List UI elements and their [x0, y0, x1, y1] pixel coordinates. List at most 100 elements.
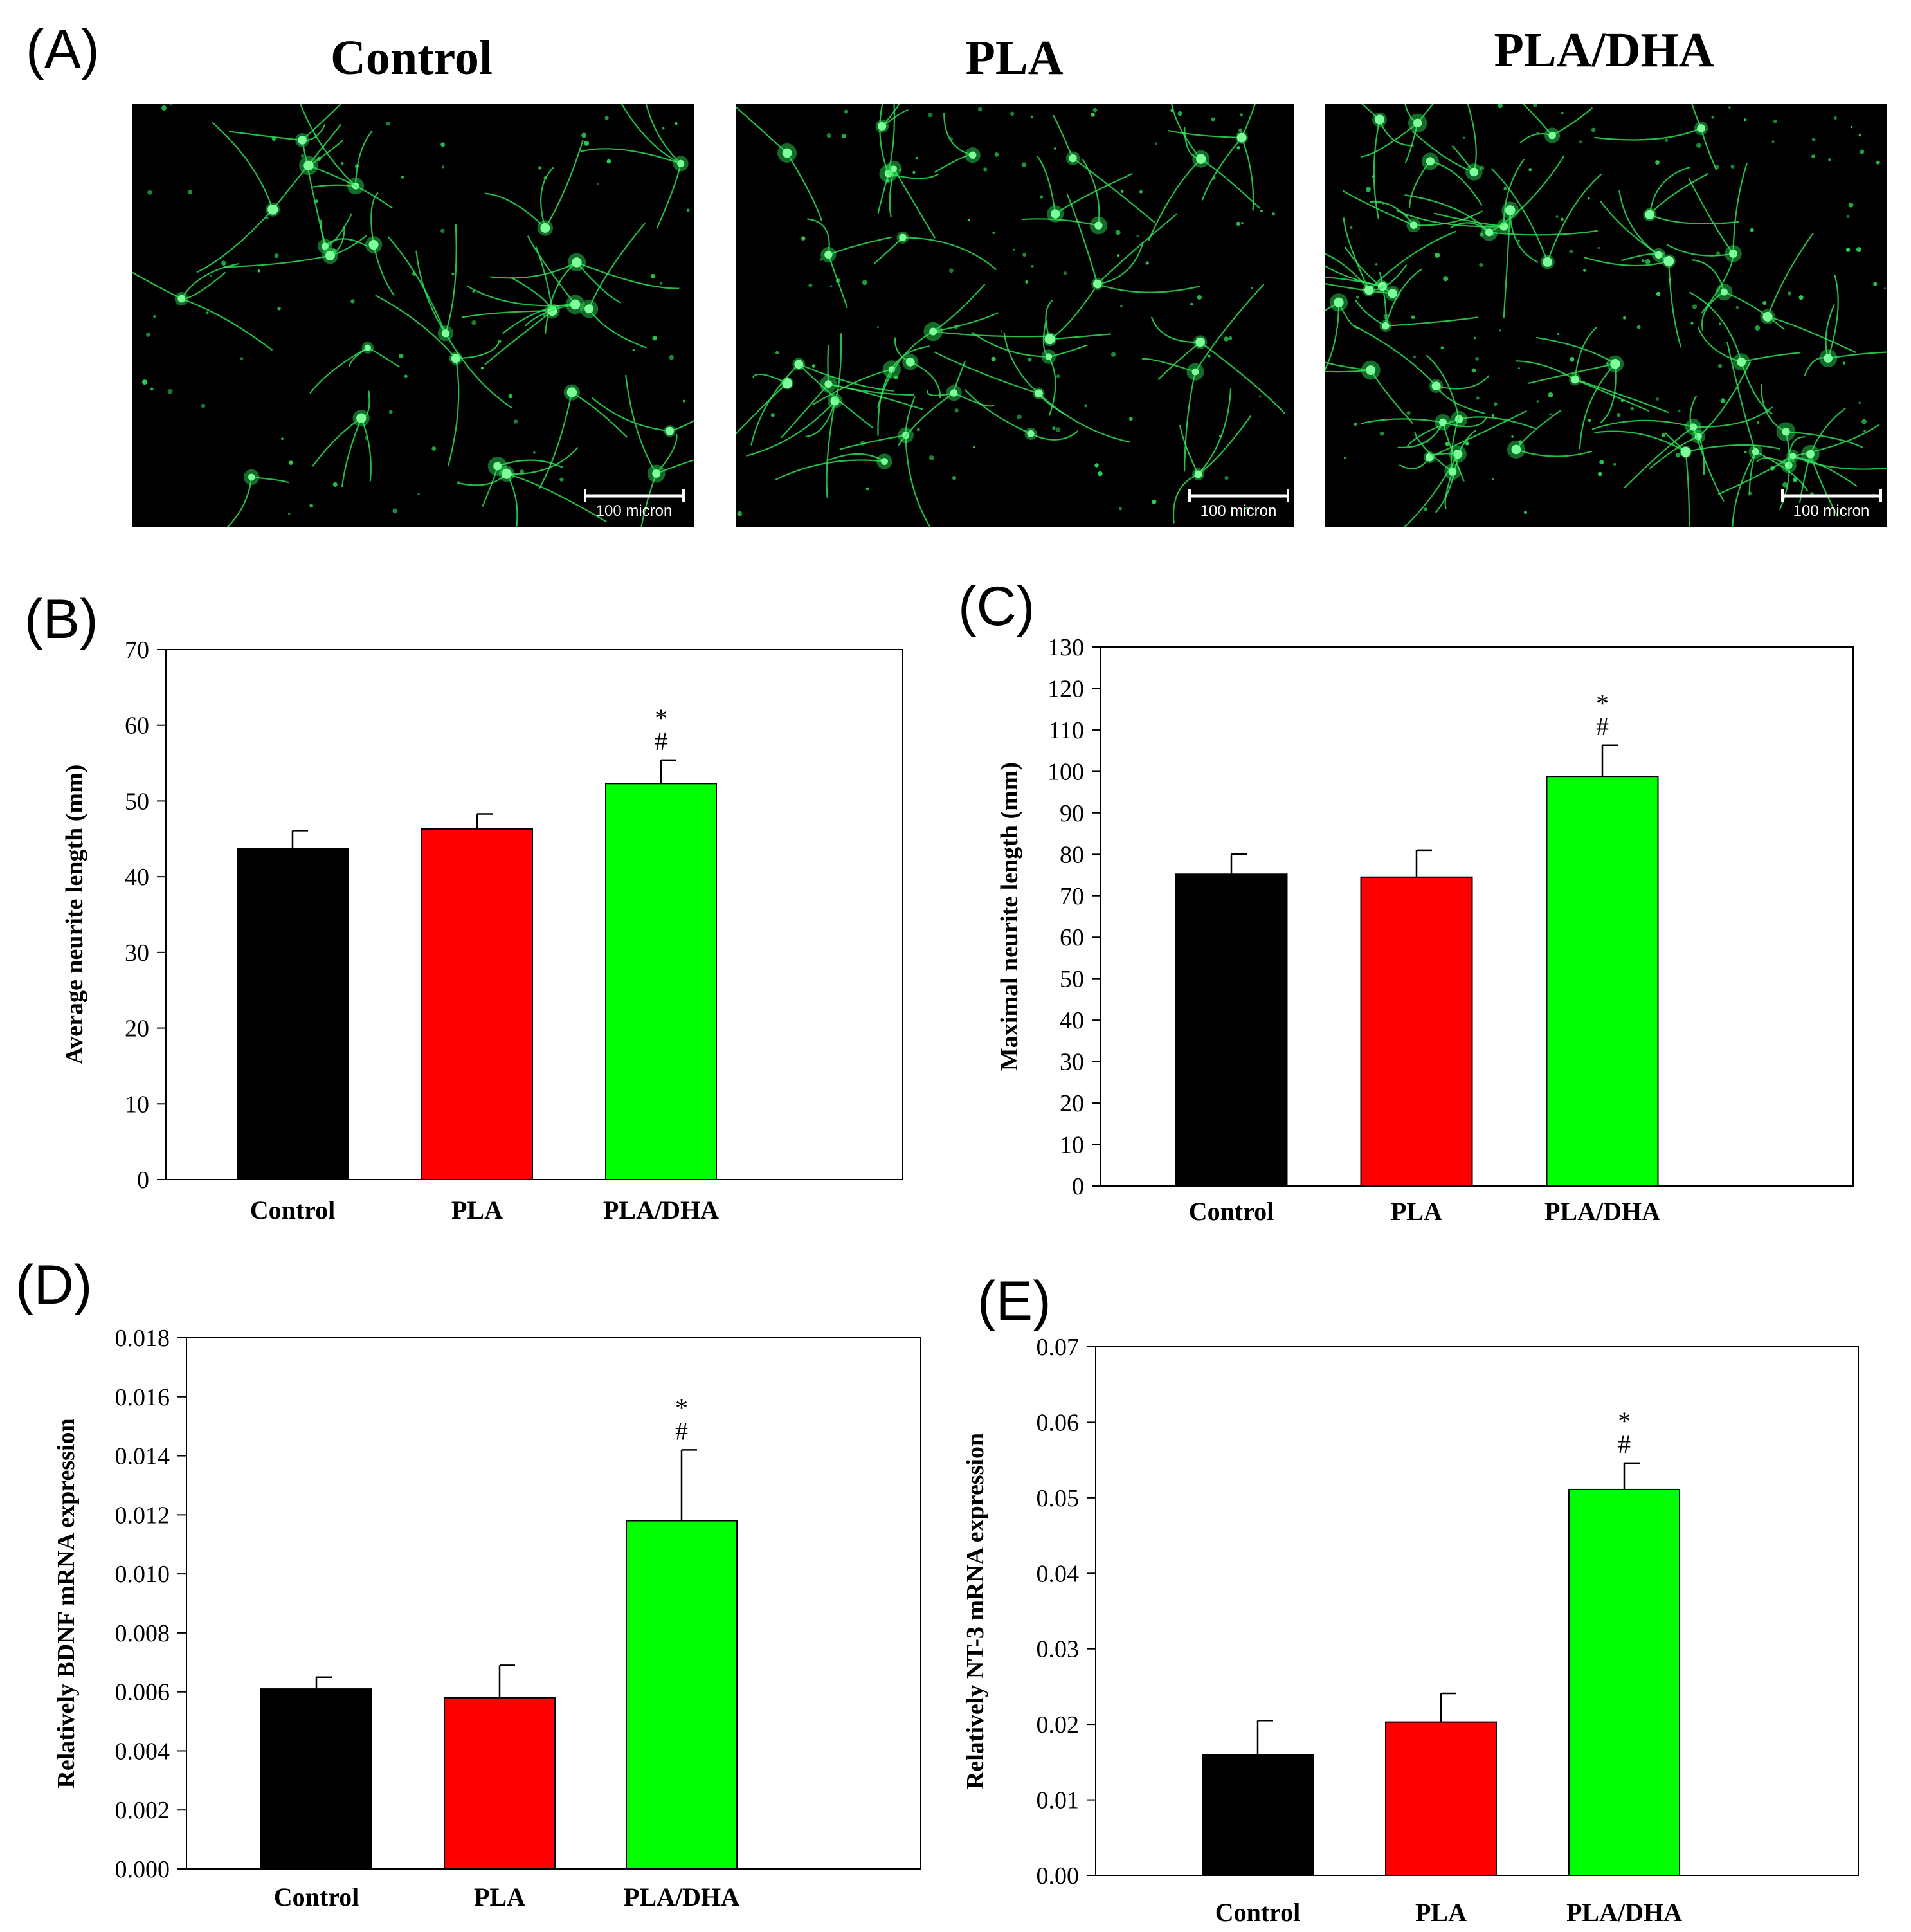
neuron — [934, 332, 1130, 443]
neuron — [1594, 430, 1780, 527]
neuron — [807, 218, 893, 309]
x-tick-label: Control — [1215, 1898, 1301, 1927]
bar-pla — [421, 828, 533, 1180]
neuron — [1066, 193, 1200, 293]
bar-control — [1202, 1754, 1314, 1876]
neuron — [1342, 190, 1483, 233]
y-tick-label: 40 — [125, 864, 149, 891]
neuron — [312, 390, 372, 488]
neuron — [885, 160, 936, 239]
bar-control — [237, 848, 349, 1180]
neuron — [1618, 190, 1666, 262]
y-tick-label: 0 — [1072, 1173, 1084, 1200]
y-tick-label: 10 — [1060, 1132, 1084, 1159]
y-tick-label: 0.014 — [115, 1443, 170, 1470]
neuron — [1591, 406, 1773, 502]
neuron — [1325, 217, 1456, 297]
neuron — [875, 104, 909, 133]
scale-bar-label: 100 micron — [1200, 502, 1277, 520]
y-tick-label: 0.07 — [1037, 1334, 1080, 1361]
neuron — [877, 284, 1046, 408]
micrograph-pla-dha: 100 micron — [1325, 104, 1887, 527]
neuron-cells — [132, 104, 694, 527]
neuron — [490, 253, 680, 334]
micrograph-pla: 100 micron — [736, 104, 1294, 527]
y-tick-label: 60 — [1060, 924, 1084, 951]
neuron — [1404, 155, 1598, 241]
neuron — [1360, 104, 1434, 163]
neuron — [894, 337, 941, 399]
y-tick-label: 30 — [125, 940, 149, 967]
significance-marker: # — [655, 727, 667, 756]
x-tick-label: PLA — [1415, 1898, 1467, 1927]
neuron — [318, 213, 368, 254]
y-tick-label: 20 — [1060, 1090, 1084, 1117]
micrograph-control: 100 micron — [132, 104, 694, 527]
chart-average-neurite-length: 0 10 20 30 40 50 60 70 Average neurite length (m… — [61, 637, 903, 1225]
scale-bar: 100 micron — [584, 489, 685, 520]
y-tick-label: 0.04 — [1037, 1560, 1080, 1587]
y-tick-label: 70 — [1060, 883, 1084, 910]
neuron — [1726, 342, 1809, 527]
neuron — [736, 373, 793, 435]
significance-marker: # — [675, 1416, 688, 1445]
x-tick-label: PLA/DHA — [603, 1196, 719, 1225]
significance-marker: # — [1618, 1430, 1631, 1459]
neuron — [375, 295, 500, 466]
micrograph-pla-canvas: 100 micron — [736, 104, 1289, 527]
y-tick-label: 0.05 — [1037, 1485, 1080, 1512]
y-tick-label: 0.002 — [115, 1797, 170, 1824]
neuron — [1150, 316, 1286, 414]
neuron — [1689, 291, 1800, 415]
panel-d-letter: (D) — [15, 1254, 93, 1316]
neuron — [387, 224, 512, 408]
neuron — [964, 389, 1079, 441]
neuron — [1507, 409, 1593, 459]
neuron — [750, 358, 894, 446]
y-tick-label: 0.00 — [1037, 1863, 1080, 1890]
panel-b-letter: (B) — [24, 588, 98, 650]
neuron — [484, 140, 584, 236]
neuron — [1760, 232, 1856, 353]
neuron — [746, 333, 843, 498]
y-tick-label: 30 — [1060, 1049, 1084, 1076]
bar-control — [260, 1688, 372, 1870]
y-tick-label: 90 — [1060, 800, 1084, 827]
neuron — [1168, 104, 1256, 211]
bar-pla-dha — [1568, 1488, 1680, 1876]
y-tick-label: 0.01 — [1037, 1787, 1080, 1814]
neuron-cells — [1325, 104, 1887, 527]
significance-marker: * — [675, 1393, 688, 1422]
neuron — [1643, 166, 1739, 225]
y-tick-label: 0.010 — [115, 1561, 170, 1588]
y-tick-label: 0.006 — [115, 1679, 170, 1706]
scale-bar-label: 100 micron — [596, 502, 673, 520]
neuron — [1666, 163, 1748, 314]
plot-frame — [1100, 646, 1854, 1187]
neuron — [309, 342, 401, 394]
neuron — [1490, 167, 1602, 269]
image-title-control: Control — [331, 31, 493, 85]
y-tick-label: 0.06 — [1037, 1409, 1080, 1436]
neuron — [1053, 114, 1155, 224]
neuron — [1354, 268, 1479, 333]
y-axis-label: Average neurite length (mm) — [61, 765, 88, 1065]
y-tick-label: 0.008 — [115, 1620, 170, 1647]
image-title-pla: PLA — [965, 31, 1064, 85]
neuron — [1798, 408, 1846, 517]
bar-pla — [1360, 876, 1473, 1187]
neuron — [591, 397, 694, 437]
neuron — [223, 226, 368, 268]
scale-bar-label: 100 micron — [1793, 502, 1870, 520]
bar-pla-dha — [626, 1520, 738, 1870]
y-tick-label: 0 — [137, 1167, 149, 1194]
neuron — [1515, 327, 1670, 414]
neuron — [299, 140, 394, 209]
neuron — [132, 262, 273, 351]
y-tick-label: 130 — [1047, 637, 1084, 661]
neuron — [625, 374, 694, 527]
neuron — [972, 320, 1088, 416]
neuron — [1804, 275, 1887, 376]
neuron — [736, 106, 823, 221]
chart-nt3-mrna-expression: 0.00 0.01 0.02 0.03 0.04 0.05 0.06 0.07 Relative… — [962, 1334, 1859, 1927]
